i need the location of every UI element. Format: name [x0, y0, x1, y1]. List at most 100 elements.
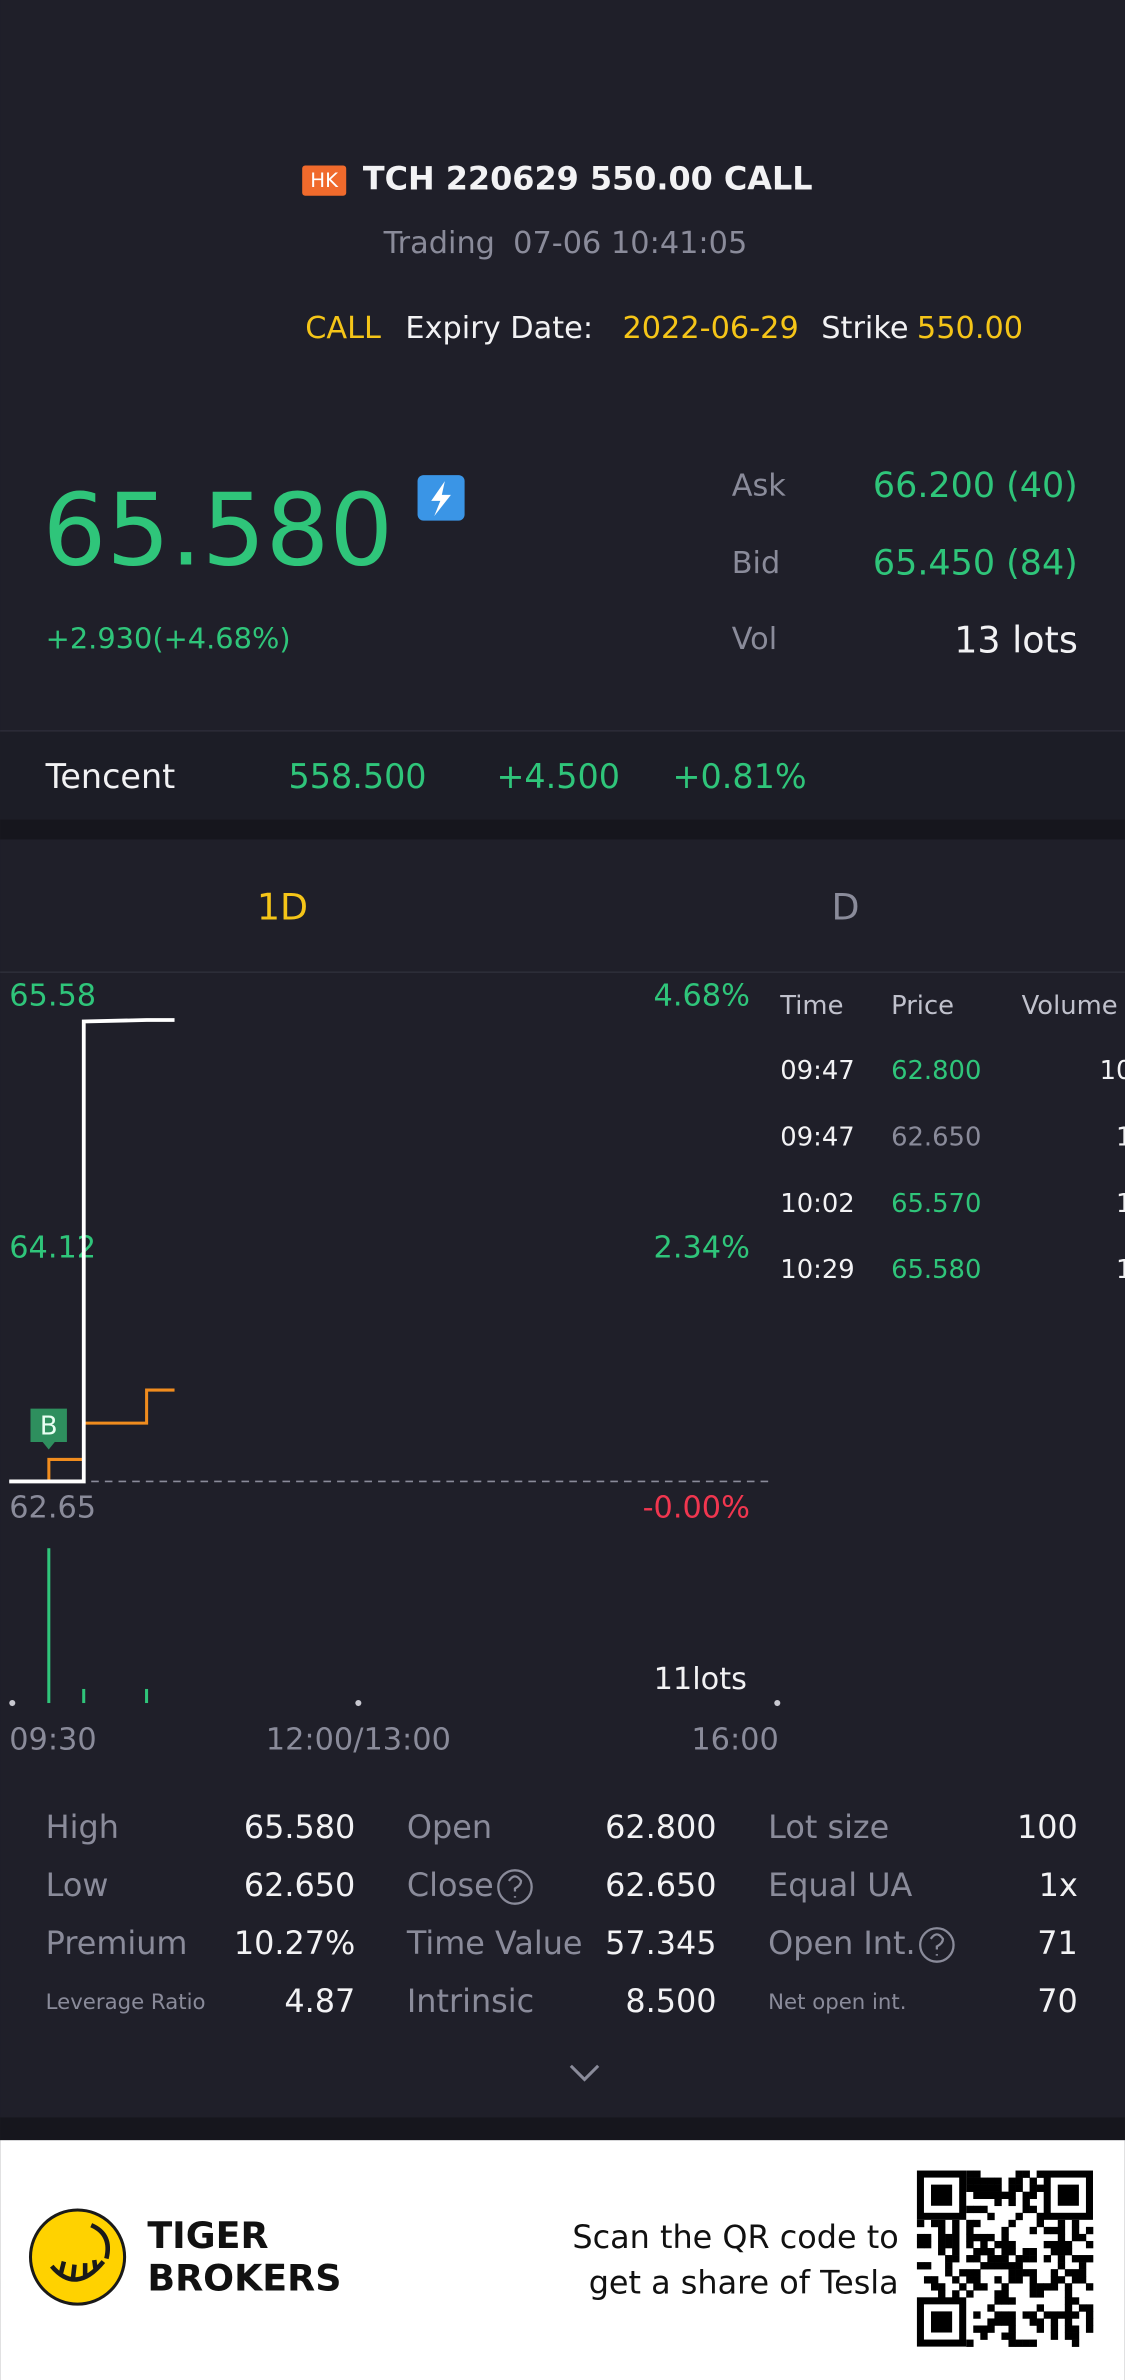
stat-label: Equal UA — [768, 1866, 912, 1904]
qr-module — [1071, 2297, 1080, 2305]
qr-module — [945, 2240, 953, 2249]
info-icon[interactable] — [497, 1869, 533, 1905]
expiry-label: Expiry Date: — [405, 311, 593, 346]
qr-module — [916, 2233, 925, 2242]
qr-module — [1050, 2226, 1059, 2235]
qr-module — [1036, 2219, 1044, 2228]
vol-value: 13 lots — [954, 619, 1078, 662]
stat-value: 71 — [1037, 1924, 1078, 1962]
qr-module — [980, 2262, 988, 2270]
tab[interactable]: D — [832, 886, 860, 929]
qr-module — [1064, 2332, 1073, 2340]
qr-module — [1085, 2325, 1094, 2333]
qr-module — [1015, 2255, 1023, 2263]
trade-price: 62.800 — [891, 1056, 981, 1086]
qr-module — [973, 2276, 981, 2284]
brand-name: BROKERS — [147, 2256, 341, 2299]
expand-chevron[interactable] — [569, 2064, 600, 2082]
vol-label: Vol — [732, 622, 777, 657]
qr-module — [973, 2255, 981, 2263]
market-badge — [302, 165, 347, 196]
qr-module — [1029, 2248, 1037, 2256]
qr-module — [1050, 2332, 1059, 2340]
qr-module — [1001, 2332, 1009, 2340]
qr-module — [1001, 2318, 1009, 2326]
market-status: Trading — [383, 226, 495, 261]
info-icon-mark — [929, 1933, 945, 1956]
qr-module — [916, 2219, 925, 2228]
qr-module — [980, 2184, 988, 2192]
qr-module — [1008, 2191, 1016, 2200]
qr-module — [966, 2219, 974, 2228]
qr-module — [1022, 2339, 1030, 2347]
stat-value: 70 — [1037, 1982, 1078, 2020]
qr-module — [980, 2177, 988, 2185]
trade-volume: 1 — [1116, 1122, 1125, 1152]
qr-module — [1078, 2255, 1087, 2263]
qr-module — [973, 2205, 981, 2214]
trade-price: 62.650 — [891, 1122, 981, 1152]
trade-price: 65.580 — [891, 1255, 981, 1285]
qr-module — [931, 2283, 939, 2291]
axis-dot — [355, 1700, 362, 1707]
volume-bar — [82, 1688, 86, 1704]
underlying-change: +4.500 — [496, 757, 620, 796]
trade-header: Volume — [1022, 991, 1118, 1021]
qr-module — [1029, 2226, 1037, 2235]
qr-module — [1085, 2240, 1094, 2249]
qr-module — [1001, 2262, 1009, 2270]
qr-module — [923, 2262, 932, 2270]
trade-price: 65.570 — [891, 1189, 981, 1219]
qr-module — [923, 2240, 932, 2249]
section-gap — [0, 819, 1125, 840]
qr-module — [1071, 2226, 1080, 2235]
qr-module — [931, 2276, 939, 2284]
info-icon[interactable] — [919, 1927, 955, 1963]
qr-module — [1015, 2269, 1023, 2277]
stat-value: 57.345 — [605, 1924, 716, 1962]
qr-module — [1015, 2177, 1023, 2185]
qr-module — [1057, 2240, 1066, 2249]
x-tick-label: 09:30 — [9, 1722, 96, 1757]
qr-module — [1029, 2191, 1037, 2200]
y-tick-label: 65.58 — [9, 979, 96, 1014]
qr-module — [1015, 2339, 1023, 2347]
qr-module — [966, 2290, 974, 2298]
qr-module — [1071, 2255, 1080, 2263]
pct-tick-label: -0.00% — [643, 1490, 750, 1525]
qr-module — [973, 2248, 981, 2256]
qr-module — [1029, 2290, 1037, 2298]
promo-text: Scan the QR code to — [572, 2218, 898, 2256]
qr-module — [1064, 2283, 1073, 2291]
qr-module — [1001, 2226, 1009, 2235]
qr-module — [1008, 2177, 1016, 2185]
qr-module — [973, 2325, 981, 2333]
qr-module — [987, 2233, 995, 2242]
qr-module — [945, 2255, 953, 2263]
trade-header: Price — [891, 991, 954, 1021]
qr-module — [1029, 2276, 1037, 2284]
trade-time: 10:02 — [780, 1189, 854, 1219]
underlying-bar[interactable] — [0, 731, 1125, 820]
qr-module — [952, 2255, 960, 2263]
ask-value: 66.200 (40) — [873, 466, 1078, 506]
qr-module — [938, 2226, 946, 2235]
tab[interactable]: 1D — [257, 886, 308, 929]
qr-module — [980, 2233, 988, 2242]
qr-module — [923, 2276, 932, 2284]
qr-finder-core — [931, 2184, 953, 2206]
qr-module — [980, 2283, 988, 2291]
qr-module — [994, 2184, 1002, 2192]
buy-marker-shape[interactable] — [30, 1408, 67, 1450]
pct-tick-label: 4.68% — [654, 979, 750, 1014]
qr-module — [938, 2240, 946, 2249]
qr-module — [1057, 2262, 1066, 2270]
qr-module — [952, 2219, 960, 2228]
stat-value: 62.800 — [605, 1808, 716, 1846]
brand-name: TIGER — [147, 2214, 268, 2257]
stat-value: 100 — [1017, 1808, 1078, 1846]
qr-module — [1001, 2283, 1009, 2291]
qr-module — [1057, 2255, 1066, 2263]
stat-label: Low — [46, 1866, 109, 1904]
